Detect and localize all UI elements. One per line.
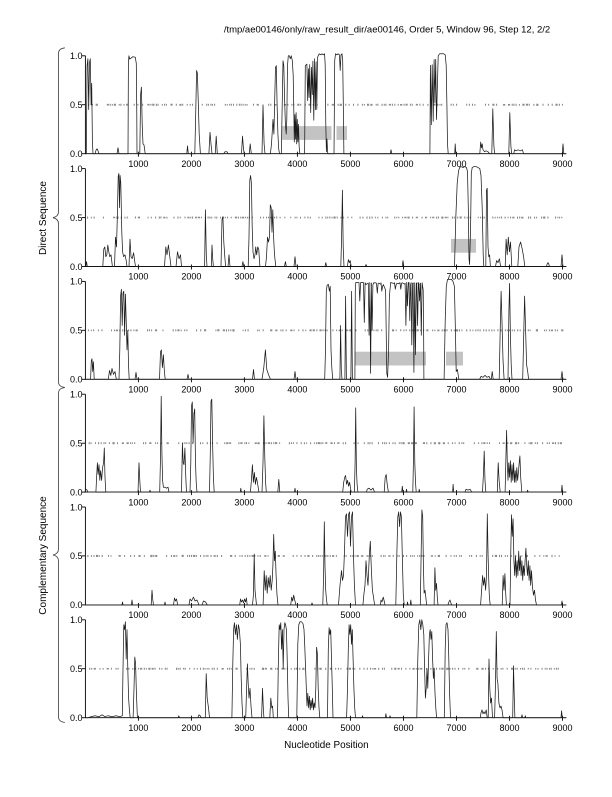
svg-text:3000: 3000 xyxy=(234,723,254,733)
svg-text:8000: 8000 xyxy=(499,159,519,169)
svg-text:0.5: 0.5 xyxy=(70,551,83,561)
svg-text:6000: 6000 xyxy=(393,723,413,733)
svg-text:0.5: 0.5 xyxy=(70,213,83,223)
svg-text:1000: 1000 xyxy=(128,159,148,169)
svg-text:4000: 4000 xyxy=(287,385,307,395)
svg-text:3000: 3000 xyxy=(234,497,254,507)
svg-text:1.0: 1.0 xyxy=(70,277,83,287)
svg-text:1000: 1000 xyxy=(128,272,148,282)
svg-text:0.5: 0.5 xyxy=(70,664,83,674)
svg-text:0.5: 0.5 xyxy=(70,439,83,449)
svg-text:0.0: 0.0 xyxy=(70,375,83,385)
svg-text:4000: 4000 xyxy=(287,497,307,507)
svg-text:2000: 2000 xyxy=(181,159,201,169)
svg-text:7000: 7000 xyxy=(446,159,466,169)
svg-text:9000: 9000 xyxy=(552,723,572,733)
svg-text:7000: 7000 xyxy=(446,610,466,620)
svg-text:6000: 6000 xyxy=(393,385,413,395)
svg-text:3000: 3000 xyxy=(234,385,254,395)
svg-text:8000: 8000 xyxy=(499,497,519,507)
svg-text:3000: 3000 xyxy=(234,610,254,620)
svg-text:4000: 4000 xyxy=(287,272,307,282)
svg-text:2000: 2000 xyxy=(181,272,201,282)
svg-text:9000: 9000 xyxy=(552,385,572,395)
svg-text:0.0: 0.0 xyxy=(70,487,83,497)
svg-text:9000: 9000 xyxy=(552,159,572,169)
svg-text:8000: 8000 xyxy=(499,610,519,620)
svg-text:6000: 6000 xyxy=(393,159,413,169)
svg-text:Direct Sequence: Direct Sequence xyxy=(38,181,49,255)
svg-text:7000: 7000 xyxy=(446,497,466,507)
svg-text:4000: 4000 xyxy=(287,159,307,169)
svg-text:9000: 9000 xyxy=(552,497,572,507)
svg-text:1000: 1000 xyxy=(128,497,148,507)
svg-text:8000: 8000 xyxy=(499,272,519,282)
svg-text:0.0: 0.0 xyxy=(70,149,83,159)
svg-text:1000: 1000 xyxy=(128,610,148,620)
svg-text:6000: 6000 xyxy=(393,610,413,620)
svg-text:1.0: 1.0 xyxy=(70,615,83,625)
svg-text:1.0: 1.0 xyxy=(70,51,83,61)
svg-text:0.0: 0.0 xyxy=(70,600,83,610)
svg-text:Complementary Sequence: Complementary Sequence xyxy=(38,496,49,615)
svg-text:1.0: 1.0 xyxy=(70,390,83,400)
svg-text:0.0: 0.0 xyxy=(70,262,83,272)
svg-text:5000: 5000 xyxy=(340,159,360,169)
svg-text:2000: 2000 xyxy=(181,723,201,733)
svg-text:7000: 7000 xyxy=(446,723,466,733)
svg-text:8000: 8000 xyxy=(499,385,519,395)
svg-text:1.0: 1.0 xyxy=(70,164,83,174)
svg-text:9000: 9000 xyxy=(552,272,572,282)
svg-text:4000: 4000 xyxy=(287,723,307,733)
svg-text:9000: 9000 xyxy=(552,610,572,620)
svg-text:5000: 5000 xyxy=(340,610,360,620)
svg-text:6000: 6000 xyxy=(393,497,413,507)
svg-text:5000: 5000 xyxy=(340,497,360,507)
svg-text:2000: 2000 xyxy=(181,385,201,395)
svg-text:1000: 1000 xyxy=(128,385,148,395)
svg-text:1000: 1000 xyxy=(128,723,148,733)
svg-text:Nucleotide Position: Nucleotide Position xyxy=(284,740,369,751)
svg-text:2000: 2000 xyxy=(181,610,201,620)
svg-text:4000: 4000 xyxy=(287,610,307,620)
svg-text:3000: 3000 xyxy=(234,272,254,282)
svg-text:2000: 2000 xyxy=(181,497,201,507)
svg-text:7000: 7000 xyxy=(446,272,466,282)
svg-text:1.0: 1.0 xyxy=(70,502,83,512)
svg-text:7000: 7000 xyxy=(446,385,466,395)
svg-text:5000: 5000 xyxy=(340,272,360,282)
svg-text:0.0: 0.0 xyxy=(70,713,83,723)
svg-text:5000: 5000 xyxy=(340,723,360,733)
svg-text:6000: 6000 xyxy=(393,272,413,282)
svg-text:5000: 5000 xyxy=(340,385,360,395)
svg-text:0.5: 0.5 xyxy=(70,326,83,336)
svg-text:3000: 3000 xyxy=(234,159,254,169)
svg-text:8000: 8000 xyxy=(499,723,519,733)
svg-text:0.5: 0.5 xyxy=(70,100,83,110)
svg-text:/tmp/ae00146/only/raw_result_d: /tmp/ae00146/only/raw_result_dir/ae00146… xyxy=(224,25,550,36)
